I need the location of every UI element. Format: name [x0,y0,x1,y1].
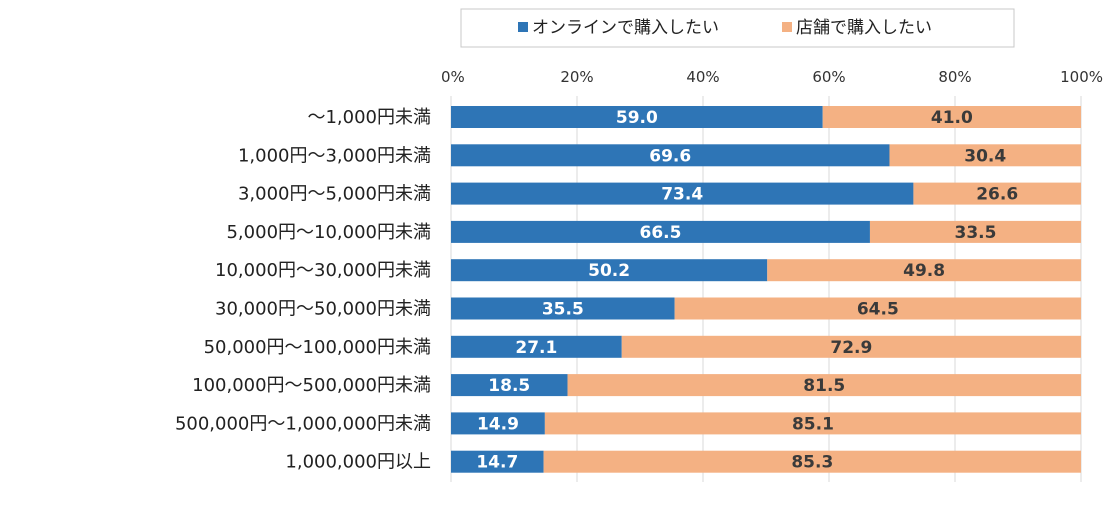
bar-store [869,220,1081,243]
data-label-online: 66.5 [639,223,681,243]
data-label-online: 14.9 [477,414,519,434]
x-tick-label: 40% [686,68,719,86]
data-label-online: 27.1 [515,338,557,358]
bar-store [543,450,1081,473]
bar-online [451,259,768,282]
data-label-online: 14.7 [476,453,518,473]
data-label-online: 59.0 [616,108,658,128]
bar-store [621,335,1081,358]
category-label: 30,000円～50,000円未満 [215,299,431,320]
x-tick-label: 80% [938,68,971,86]
x-tick-label: 60% [812,68,845,86]
category-label: 1,000,000円以上 [285,452,431,473]
legend-item-online-swatch [518,22,528,32]
x-axis-ticks: 0% 20% 40% 60% 80% 100% [441,68,1103,86]
x-tick-label: 100% [1060,68,1103,86]
bar-store [544,412,1081,435]
data-label-online: 35.5 [542,300,584,320]
data-label-online: 69.6 [649,146,691,166]
data-label-store: 85.3 [791,453,833,473]
bar-store [567,374,1081,397]
category-label: 3,000円～5,000円未満 [238,184,431,205]
category-labels: ～1,000円未満 1,000円～3,000円未満 3,000円～5,000円未満 5… [175,107,431,473]
category-label: 100,000円～500,000円未満 [192,375,431,396]
bar-online [451,106,823,128]
x-tick-label: 20% [560,68,593,86]
legend-item-online-label: オンラインで購入したい [532,18,719,38]
data-label-store: 81.5 [803,376,845,396]
category-label: 5,000円～10,000円未満 [226,222,431,243]
legend-box [460,8,1015,48]
bar-store [822,106,1081,128]
bar-online [451,374,568,397]
category-label: 1,000円～3,000円未満 [238,145,431,166]
bar-online [451,220,870,243]
data-label-store: 33.5 [954,223,996,243]
legend-item-store-swatch [782,22,792,32]
data-labels: 59.0 41.0 69.6 30.4 73.4 26.6 66.5 33.5 50.2 49.8… [476,108,1018,473]
data-label-online: 18.5 [488,376,530,396]
bar-store [913,182,1081,205]
legend-item-store-label: 店舗で購入したい [796,18,932,38]
data-label-store: 72.9 [830,338,872,358]
bar-online [451,450,544,473]
data-label-online: 73.4 [661,185,703,205]
data-label-store: 49.8 [903,261,945,281]
bar-store [889,144,1081,167]
legend: オンラインで購入したい 店舗で購入したい [460,8,1015,48]
category-label: ～1,000円未満 [307,107,431,128]
bar-online [451,297,675,320]
bar-online [451,182,914,205]
bars [451,106,1081,473]
data-label-store: 30.4 [964,146,1006,166]
bar-online [451,144,890,167]
data-label-online: 50.2 [588,261,630,281]
bar-online [451,335,622,358]
bar-online [451,412,545,435]
category-label: 500,000円～1,000,000円未満 [175,413,431,434]
x-tick-label: 0% [441,68,465,86]
data-label-store: 41.0 [931,108,973,128]
data-label-store: 26.6 [976,185,1018,205]
category-label: 50,000円～100,000円未満 [204,337,431,358]
bar-store [674,297,1081,320]
data-label-store: 85.1 [792,414,834,434]
category-label: 10,000円～30,000円未満 [215,260,431,281]
bar-store [767,259,1081,282]
data-label-store: 64.5 [857,300,899,320]
